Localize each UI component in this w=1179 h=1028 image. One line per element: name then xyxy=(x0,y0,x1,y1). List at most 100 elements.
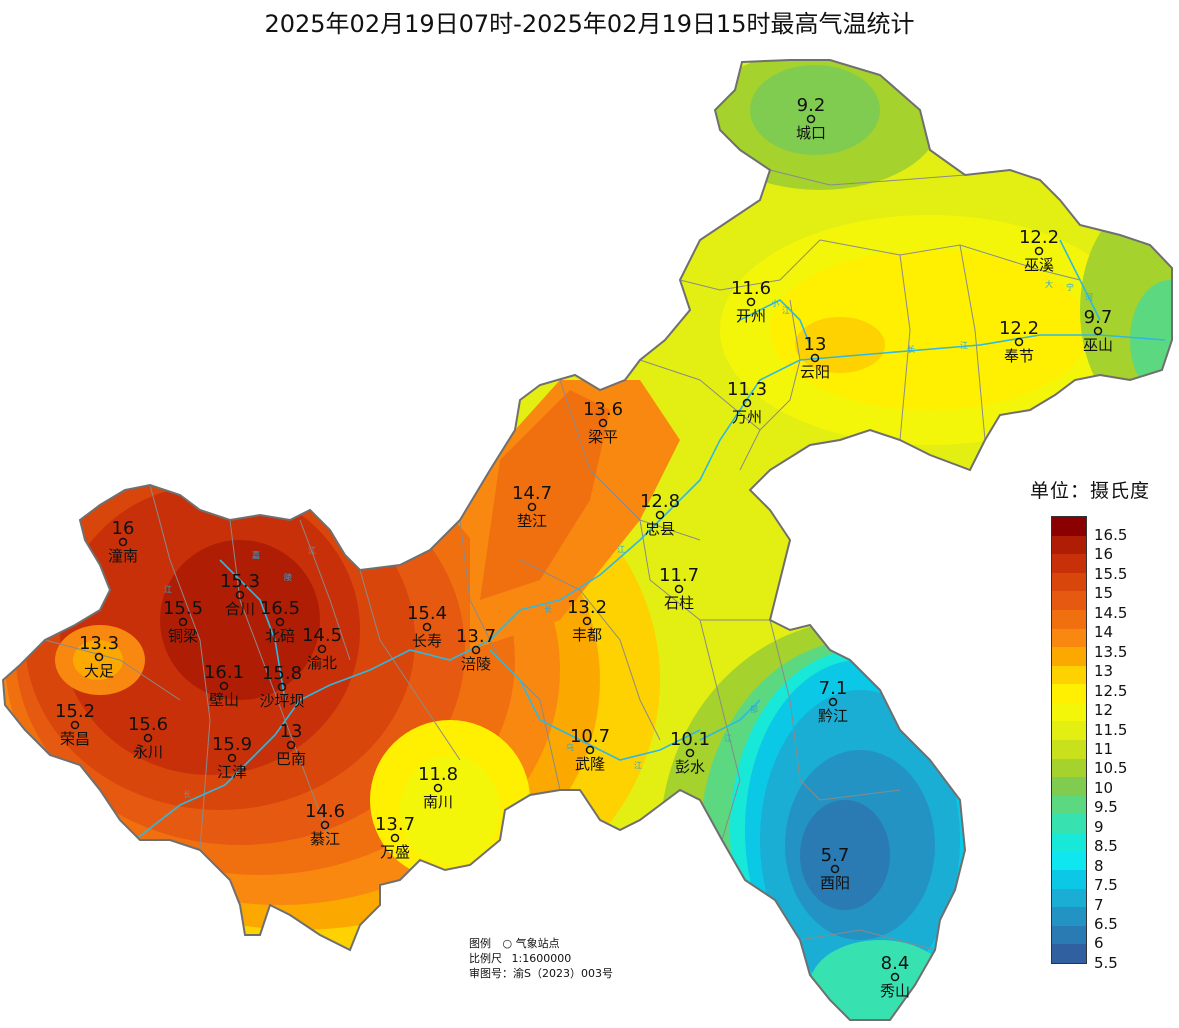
station-marker-icon xyxy=(598,418,608,428)
station-name: 合川 xyxy=(225,600,255,618)
station-name: 永川 xyxy=(133,743,163,761)
station: 12.8 忠县 xyxy=(640,491,680,538)
river-label: 嘉 xyxy=(252,550,260,560)
station-name: 垫江 xyxy=(517,512,547,530)
station-marker-icon xyxy=(275,617,285,627)
station: 11.3 万州 xyxy=(727,379,767,426)
legend-level-label: 8 xyxy=(1094,856,1104,875)
legend-swatch xyxy=(1052,647,1086,667)
station-name: 沙坪坝 xyxy=(259,692,304,710)
legend-level-label: 8.5 xyxy=(1094,837,1118,856)
station-value: 14.7 xyxy=(512,483,552,504)
legend-level-label: 9.5 xyxy=(1094,798,1118,817)
legend-level-label: 16 xyxy=(1094,545,1114,564)
station-name: 潼南 xyxy=(108,547,138,565)
legend-swatch xyxy=(1052,888,1086,908)
station-marker-icon xyxy=(286,740,296,750)
legend-swatch xyxy=(1052,609,1086,629)
weather-stations: 9.2 城口 12.2 巫溪 11.6 开州 12.2 奉节 9.7 巫山 13 云阳 11.3 万州 13… xyxy=(55,95,1113,1000)
station: 14.7 垫江 xyxy=(512,483,552,530)
station-value: 5.7 xyxy=(821,845,850,866)
station-value: 9.2 xyxy=(797,95,826,116)
station: 12.2 奉节 xyxy=(999,318,1039,365)
legend-swatch xyxy=(1052,795,1086,815)
legend-level-label: 7.5 xyxy=(1094,876,1118,895)
station-value: 13.6 xyxy=(583,399,623,420)
station: 12.2 巫溪 xyxy=(1019,227,1059,274)
legend-level-label: 11.5 xyxy=(1094,720,1128,739)
legend-swatch xyxy=(1052,684,1086,704)
station: 11.8 南川 xyxy=(418,764,458,811)
station-marker-icon xyxy=(810,353,820,363)
legend-swatch xyxy=(1052,907,1086,927)
legend-swatch xyxy=(1052,814,1086,834)
map-title: 2025年02月19日07时-2025年02月19日15时最高气温统计 xyxy=(264,10,915,38)
scale-value: 1:1600000 xyxy=(511,952,572,965)
legend-level-label: 6.5 xyxy=(1094,915,1118,933)
station-marker-icon xyxy=(742,398,752,408)
station: 11.6 开州 xyxy=(731,278,771,325)
station: 13 云阳 xyxy=(800,334,830,381)
legend-swatch xyxy=(1052,777,1086,797)
station-name: 大足 xyxy=(84,662,114,680)
station-value: 13 xyxy=(280,721,303,742)
station: 15.9 江津 xyxy=(212,734,252,781)
river-label: 江 xyxy=(617,545,625,554)
station: 13 巴南 xyxy=(276,721,306,768)
legend-swatch xyxy=(1052,944,1086,964)
station-marker-icon xyxy=(143,733,153,743)
scale-note: 比例尺 1:1600000 xyxy=(469,951,613,966)
station-marker-icon xyxy=(70,720,80,730)
river-label: 长 xyxy=(907,344,915,354)
station-marker-icon xyxy=(746,297,756,307)
legend-swatch xyxy=(1052,572,1086,592)
river-label: 小 xyxy=(771,299,779,308)
legend-swatch xyxy=(1052,758,1086,778)
station: 15.6 永川 xyxy=(128,714,168,761)
station-name: 荣昌 xyxy=(60,730,90,748)
station-marker-icon xyxy=(806,114,816,124)
station: 10.1 彭水 xyxy=(670,729,710,776)
station-name: 开州 xyxy=(736,307,766,325)
station: 16 潼南 xyxy=(108,518,138,565)
station-name: 彭水 xyxy=(675,758,705,776)
station-marker-icon xyxy=(422,622,432,632)
station-value: 15.5 xyxy=(163,598,203,619)
legend-level-label: 9 xyxy=(1094,817,1104,836)
station-marker-icon xyxy=(471,645,481,655)
station-name: 万盛 xyxy=(380,843,410,861)
station: 13.2 丰都 xyxy=(567,597,607,644)
station-value: 11.8 xyxy=(418,764,458,785)
legend-level-label: 15 xyxy=(1094,584,1114,603)
station-marker-icon xyxy=(585,745,595,755)
station-marker-icon xyxy=(1093,326,1103,336)
legend-note-label: 图例 xyxy=(469,937,491,950)
station-name: 涪陵 xyxy=(461,655,491,673)
station-name: 铜梁 xyxy=(168,627,198,645)
legend-swatch xyxy=(1052,628,1086,648)
legend-level-label: 7 xyxy=(1094,895,1104,914)
station-value: 11.7 xyxy=(659,565,699,586)
station-marker-icon xyxy=(828,697,838,707)
station-marker-icon xyxy=(890,972,900,982)
station-marker-icon xyxy=(219,681,229,691)
station: 9.7 巫山 xyxy=(1083,307,1113,354)
station-name: 万州 xyxy=(732,408,762,426)
station-marker-icon xyxy=(685,748,695,758)
legend-swatch xyxy=(1052,832,1086,852)
river-label: 长 xyxy=(544,604,552,614)
station-value: 9.7 xyxy=(1084,307,1113,328)
station: 16.5 北碚 xyxy=(260,598,300,645)
legend-level-label: 16.5 xyxy=(1094,526,1128,544)
river-label: 大 xyxy=(1045,279,1053,289)
station-value: 11.6 xyxy=(731,278,771,299)
legend-level-label: 10.5 xyxy=(1094,759,1128,778)
station-name: 壁山 xyxy=(209,691,239,709)
station: 15.8 沙坪坝 xyxy=(259,663,304,710)
station-name: 巴南 xyxy=(276,750,306,768)
station-marker-icon xyxy=(235,590,245,600)
legend-level-label: 13 xyxy=(1094,662,1114,681)
station-marker-icon xyxy=(527,502,537,512)
station: 15.2 荣昌 xyxy=(55,701,95,748)
